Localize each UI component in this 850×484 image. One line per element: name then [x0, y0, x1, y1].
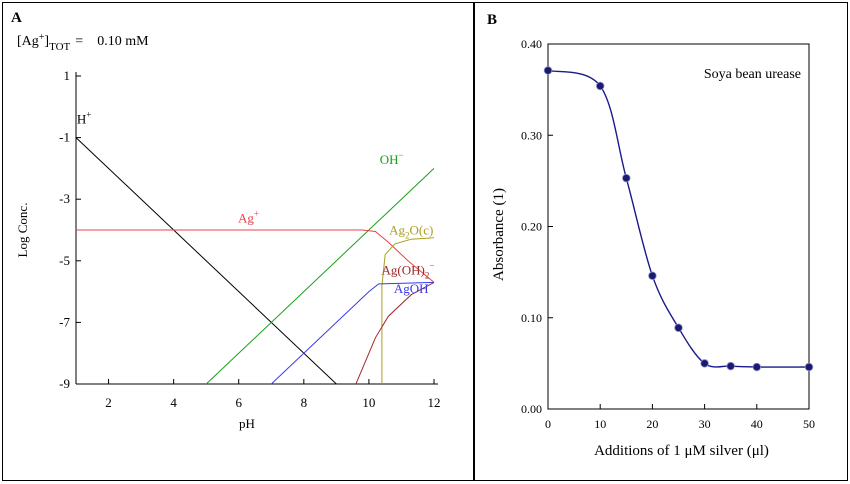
header-close: ]: [44, 34, 49, 49]
data-point: [752, 362, 761, 372]
y-tick-label: -9: [59, 376, 70, 391]
series-line: [270, 281, 435, 385]
x-tick-label: 10: [362, 395, 375, 410]
x-tick-label: 8: [301, 395, 308, 410]
series-line: [205, 168, 435, 385]
x-tick-label: 12: [428, 395, 441, 410]
data-point: [543, 66, 553, 75]
panel-label: A: [11, 10, 22, 26]
data-point: [648, 271, 657, 280]
plot-frame: [547, 43, 810, 410]
series-label-sub: 2: [425, 271, 430, 281]
header-eq: =: [75, 34, 83, 49]
header-value: 0.10 mM: [97, 34, 149, 49]
x-tick-label: 6: [235, 395, 242, 410]
x-tick-label: 30: [699, 417, 711, 431]
x-tick-label: 0: [545, 417, 551, 431]
series-label-sup: −: [429, 261, 434, 271]
series-label-text: AgOH: [394, 281, 429, 296]
absorbance-chart: B 0.00 0.10 0.20 0.30 0.40 0 10 20 30 40 50 Addition…: [487, 12, 815, 459]
y-axis-label: Absorbance (1): [491, 188, 507, 281]
x-tick-label: 40: [751, 417, 763, 431]
series-label: H+: [77, 110, 91, 127]
header-sup: +: [39, 32, 45, 43]
series-label: Ag(OH)2−: [382, 261, 435, 281]
data-point: [595, 81, 605, 91]
panel-label: B: [487, 12, 497, 28]
x-axis-label: pH: [239, 416, 255, 431]
x-tick-label: 20: [646, 417, 658, 431]
series-label-text: O(c): [409, 223, 433, 238]
y-tick-label: 1: [64, 68, 71, 83]
x-tick-label: 10: [594, 417, 606, 431]
chart-annotation: Soya bean urease: [704, 67, 801, 82]
panel-a: A [Ag+]TOT = 0.10 mM 1 -1 -3 -5 -7 -9 2 4 6 8 10 12 pH Lo…: [2, 2, 474, 481]
series-line: [381, 237, 435, 384]
series-label: Ag+: [238, 208, 259, 225]
y-tick-label: -3: [59, 191, 70, 206]
y-tick-label: 0.30: [521, 128, 542, 142]
series-label: AgOH: [394, 281, 429, 296]
absorbance-line: [547, 69, 810, 368]
y-tick-label: 0.40: [521, 37, 542, 51]
x-tick-label: 2: [105, 395, 112, 410]
series-label-text: Ag: [238, 210, 254, 225]
series-label-text: Ag(OH): [382, 263, 425, 278]
data-point: [726, 361, 735, 371]
series-label-text: H: [77, 112, 86, 127]
data-point: [804, 362, 814, 372]
series-label-sup: +: [86, 110, 91, 120]
total-silver-header: [Ag+]TOT = 0.10 mM: [17, 32, 149, 53]
data-point: [674, 323, 683, 332]
y-tick-label: 0.20: [521, 220, 542, 234]
series-label-text: OH: [380, 152, 399, 167]
series-label-text: Ag: [389, 223, 405, 238]
y-tick-label: 0.10: [521, 311, 542, 325]
series-label: Ag2O(c): [389, 223, 433, 241]
series-line: [355, 281, 435, 385]
series-label-sup: −: [399, 150, 404, 160]
data-point: [622, 173, 631, 183]
data-point: [700, 359, 709, 368]
series-line: [75, 137, 337, 385]
x-axis-label: Additions of 1 μM silver (μl): [594, 443, 769, 459]
series-label-sup: +: [254, 208, 259, 218]
y-tick-label: -1: [59, 130, 70, 145]
series-label: OH−: [380, 150, 404, 167]
log-concentration-chart: A[Ag+]TOT = 0.10 mM1-1-3-5-7-92 4 6 8 10 12pHLo…: [11, 10, 441, 431]
y-axis-label: Log Conc.: [15, 203, 30, 258]
x-tick-label: 4: [170, 395, 177, 410]
y-tick-label: -5: [59, 253, 70, 268]
series-label-sub: 2: [405, 231, 410, 241]
panel-b: B 0.00 0.10 0.20 0.30 0.40 0 10 20 30 40 50 Addition…: [474, 2, 848, 481]
series-line: [76, 229, 435, 283]
y-tick-label: -7: [59, 314, 70, 329]
x-tick-label: 50: [803, 417, 815, 431]
header-sub: TOT: [49, 41, 70, 53]
y-tick-label: 0.00: [521, 402, 542, 416]
header-lhs: [Ag: [17, 34, 39, 49]
